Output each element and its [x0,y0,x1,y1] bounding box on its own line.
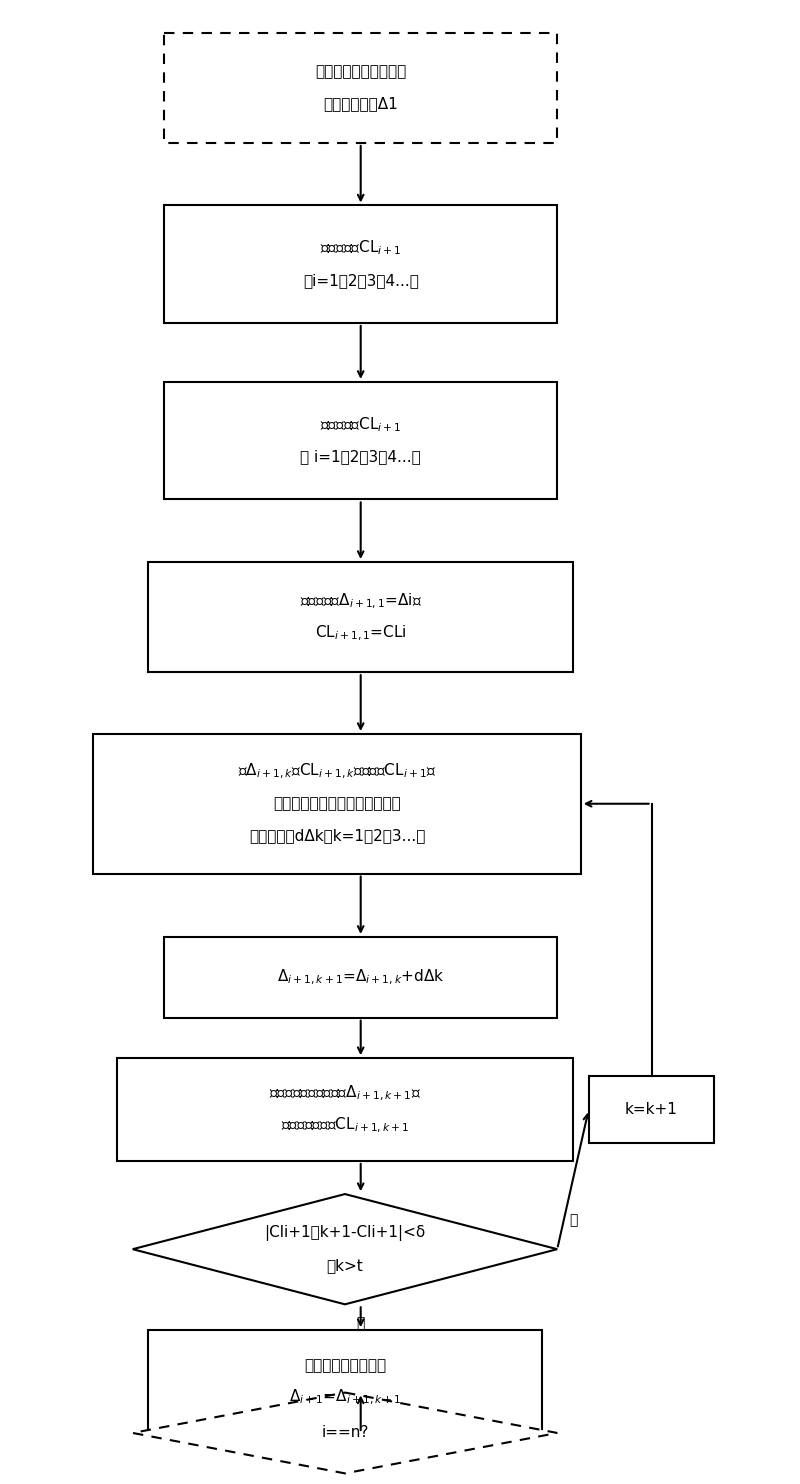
Text: 应的实际刀位点CL$_{i+1, k+1}$: 应的实际刀位点CL$_{i+1, k+1}$ [281,1116,409,1135]
Bar [164,205,558,324]
Text: 否: 否 [569,1212,578,1227]
Text: 得到最终运动轴坐标: 得到最终运动轴坐标 [304,1358,386,1373]
Bar [149,562,573,672]
Bar [149,1330,542,1434]
Bar [589,1076,714,1143]
Text: 各轴运动坐标Δ1: 各轴运动坐标Δ1 [323,96,398,111]
Text: 输入初始刀位点对应的: 输入初始刀位点对应的 [315,64,406,79]
Text: 输入刀位点CL$_{i+1}$: 输入刀位点CL$_{i+1}$ [320,239,402,257]
Text: 以Δ$_{i+1,k}$、CL$_{i+1,k}$为初値，CL$_{i+1}$为: 以Δ$_{i+1,k}$、CL$_{i+1,k}$为初値，CL$_{i+1}$为 [238,761,436,781]
Text: 或k>t: 或k>t [326,1258,363,1273]
Text: （ i=1，2，3，4...）: （ i=1，2，3，4...） [300,450,421,464]
Text: Δ$_{i+1,k+1}$=Δ$_{i+1,k}$+dΔk: Δ$_{i+1,k+1}$=Δ$_{i+1,k}$+dΔk [277,968,445,987]
Bar [94,735,581,874]
Polygon shape [133,1195,558,1304]
Text: |Cli+1，k+1-Cli+1|<δ: |Cli+1，k+1-Cli+1|<δ [264,1224,426,1241]
Text: k=k+1: k=k+1 [625,1103,678,1117]
Text: 目标点，根据全微分法，求运动: 目标点，根据全微分法，求运动 [274,797,401,812]
Text: 是: 是 [357,1316,365,1330]
Text: 输入刀位点CL$_{i+1}$: 输入刀位点CL$_{i+1}$ [320,416,402,433]
Bar [164,381,558,500]
Text: i==n?: i==n? [322,1426,369,1441]
Bar [164,936,558,1018]
Text: 轴坐标增量dΔk（k=1，2，3...）: 轴坐标增量dΔk（k=1，2，3...） [249,828,426,843]
Polygon shape [133,1392,558,1474]
Bar [117,1058,573,1160]
Text: 根据运动学模型，求出Δ$_{i+1,k+1}$对: 根据运动学模型，求出Δ$_{i+1,k+1}$对 [269,1083,421,1103]
Text: CL$_{i+1, 1}$=CLi: CL$_{i+1, 1}$=CLi [315,623,406,643]
Bar [164,33,558,142]
Text: （i=1，2，3，4...）: （i=1，2，3，4...） [302,273,418,288]
Text: 初始化，令Δ$_{i+1, 1}$=Δi、: 初始化，令Δ$_{i+1, 1}$=Δi、 [300,591,422,610]
Text: Δ$_{i+1}$=Δ$_{i+1,k+1}$: Δ$_{i+1}$=Δ$_{i+1,k+1}$ [289,1388,402,1407]
